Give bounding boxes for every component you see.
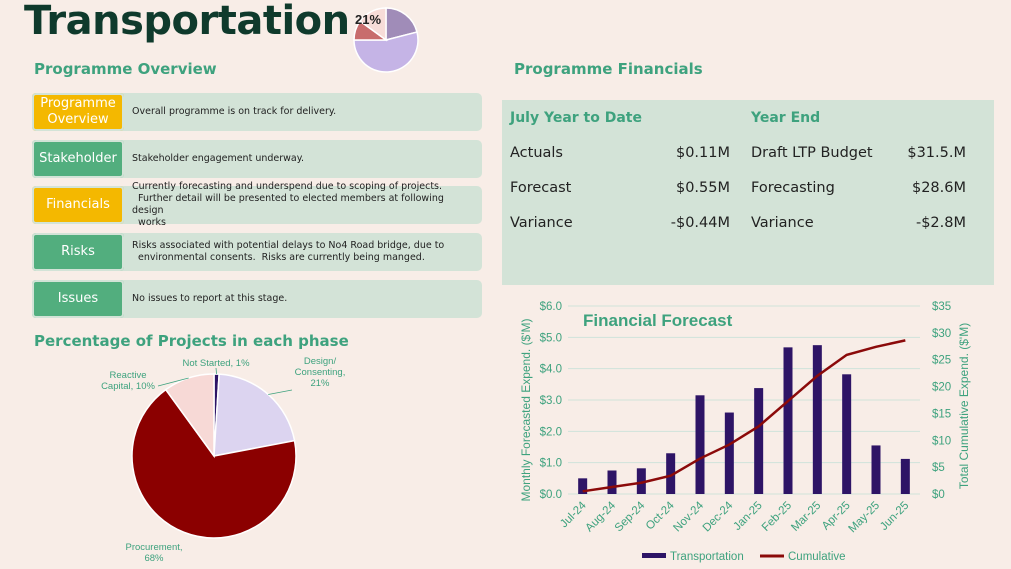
y2-tick-label: $5 xyxy=(932,462,945,474)
bar-dec-24 xyxy=(724,412,734,494)
ytd-label-forecast: Forecast xyxy=(510,180,572,196)
y-tick-label: $2.0 xyxy=(540,426,562,438)
forecast-chart-title: Financial Forecast xyxy=(583,311,733,330)
bar-mar-25 xyxy=(812,345,822,494)
x-tick-label: Jan-25 xyxy=(731,500,764,533)
x-tick-label: Jun-25 xyxy=(878,500,911,533)
year_end-label-draft-ltp-budget: Draft LTP Budget xyxy=(751,145,873,161)
y-axis-title: Monthly Forecasted Expend. ($'M) xyxy=(519,318,533,501)
y2-tick-label: $35 xyxy=(932,301,951,313)
year-end-heading: Year End xyxy=(751,110,821,126)
mini-pie-slice-1 xyxy=(353,31,419,73)
overview-text-financials: Currently forecasting and underspend due… xyxy=(132,181,444,228)
phase-pie-label-2: Procurement, 68% xyxy=(125,542,182,564)
overview-row-programme-overview: Programme Overview Overall programme is o… xyxy=(32,93,482,131)
phase-pie-slice-2 xyxy=(131,388,297,539)
mini-pie-slice-3 xyxy=(359,7,387,42)
ytd-label-variance: Variance xyxy=(510,215,573,231)
bar-nov-24 xyxy=(695,395,705,494)
x-tick-label: Mar-25 xyxy=(789,500,823,534)
financials-title: Programme Financials xyxy=(514,60,703,78)
y2-tick-label: $25 xyxy=(932,355,951,367)
legend-label-transportation: Transportation xyxy=(670,551,744,563)
x-tick-label: Nov-24 xyxy=(671,499,706,534)
y-tick-label: $6.0 xyxy=(540,301,562,313)
y-tick-label: $0.0 xyxy=(540,489,562,501)
year_end-value-variance: -$2.8M xyxy=(915,215,966,231)
legend-swatch-transportation xyxy=(642,553,666,558)
phase-pie-label-0: Not Started, 1% xyxy=(182,358,250,369)
ytd-value-actuals: $0.11M xyxy=(675,145,730,161)
financials-panel: July Year to Date Year End Actuals $0.11M… xyxy=(502,100,994,285)
status-tag-financials: Financials xyxy=(32,186,124,224)
mini-pie-slice-0 xyxy=(385,7,418,41)
overview-title: Programme Overview xyxy=(34,60,217,78)
y2-tick-label: $15 xyxy=(932,408,951,420)
mini-pie-chart: 21% xyxy=(353,7,419,73)
x-tick-label: Aug-24 xyxy=(583,499,618,534)
bar-jun-25 xyxy=(900,458,910,494)
bar-jul-24 xyxy=(578,478,588,494)
year_end-value-draft-ltp-budget: $31.5.M xyxy=(907,145,966,161)
ytd-heading: July Year to Date xyxy=(510,110,642,126)
mini-pie-label: 21% xyxy=(355,12,381,27)
x-tick-label: Sep-24 xyxy=(613,499,648,534)
overview-text-programme-overview: Overall programme is on track for delive… xyxy=(132,106,337,117)
y-tick-label: $3.0 xyxy=(540,395,562,407)
phase-pie-slice-3 xyxy=(164,373,215,459)
overview-text-issues: No issues to report at this stage. xyxy=(132,293,288,304)
year_end-label-forecasting: Forecasting xyxy=(751,180,835,196)
status-tag-issues: Issues xyxy=(32,280,124,318)
leader-line-3 xyxy=(157,377,189,387)
phase-pie-chart: Not Started, 1% Design/Consenting, 21% Proc… xyxy=(101,356,346,564)
x-tick-label: Dec-24 xyxy=(701,499,736,534)
overview-row-stakeholder: Stakeholder Stakeholder engagement underw… xyxy=(32,140,482,178)
bar-sep-24 xyxy=(636,468,646,494)
ytd-value-forecast: $0.55M xyxy=(675,180,730,196)
y2-tick-label: $30 xyxy=(932,328,951,340)
y2-axis-title: Total Cumulative Expend. ($'M) xyxy=(957,323,971,489)
bar-jan-25 xyxy=(754,388,764,494)
y-tick-label: $1.0 xyxy=(540,458,562,470)
ytd-value-variance: -$0.44M xyxy=(670,215,730,231)
legend-label-cumulative: Cumulative xyxy=(788,551,846,563)
y-tick-label: $4.0 xyxy=(540,364,562,376)
status-tag-risks: Risks xyxy=(32,233,124,271)
overview-text-stakeholder: Stakeholder engagement underway. xyxy=(132,153,305,164)
phase-pie-label-1: Design/Consenting, 21% xyxy=(295,356,346,389)
page-title: Transportation xyxy=(24,0,350,44)
year_end-value-forecasting: $28.6M xyxy=(911,180,966,196)
cumulative-line xyxy=(582,339,906,493)
x-tick-label: Feb-25 xyxy=(760,500,794,534)
bar-apr-25 xyxy=(842,374,852,494)
leader-line-0 xyxy=(215,367,217,375)
bar-feb-25 xyxy=(783,347,793,494)
y2-tick-label: $20 xyxy=(932,382,951,394)
y2-tick-label: $10 xyxy=(932,435,951,447)
phase-pie-slice-1 xyxy=(213,373,296,457)
x-tick-label: May-25 xyxy=(847,500,883,536)
bar-may-25 xyxy=(871,445,881,494)
phase-chart-title: Percentage of Projects in each phase xyxy=(34,332,349,350)
overview-text-risks: Risks associated with potential delays t… xyxy=(132,240,445,263)
status-tag-programme-overview: Programme Overview xyxy=(32,93,124,131)
overview-row-risks: Risks Risks associated with potential del… xyxy=(32,233,482,271)
bar-aug-24 xyxy=(607,470,617,494)
status-tag-stakeholder: Stakeholder xyxy=(32,140,124,178)
overview-row-issues: Issues No issues to report at this stage. xyxy=(32,280,482,318)
y2-tick-label: $0 xyxy=(932,489,945,501)
year_end-label-variance: Variance xyxy=(751,215,814,231)
overview-row-financials: Financials Currently forecasting and unde… xyxy=(32,181,482,228)
ytd-label-actuals: Actuals xyxy=(510,145,563,161)
y-tick-label: $5.0 xyxy=(540,332,562,344)
bar-oct-24 xyxy=(666,453,676,494)
leader-line-1 xyxy=(268,389,293,395)
financial-forecast-chart: $0.0 $1.0 $2.0 $3.0 $4.0 $5.0 $6.0 $0 $5 $10 $15 $2… xyxy=(519,301,971,563)
phase-pie-label-3: Reactive Capital, 10% xyxy=(101,370,155,392)
